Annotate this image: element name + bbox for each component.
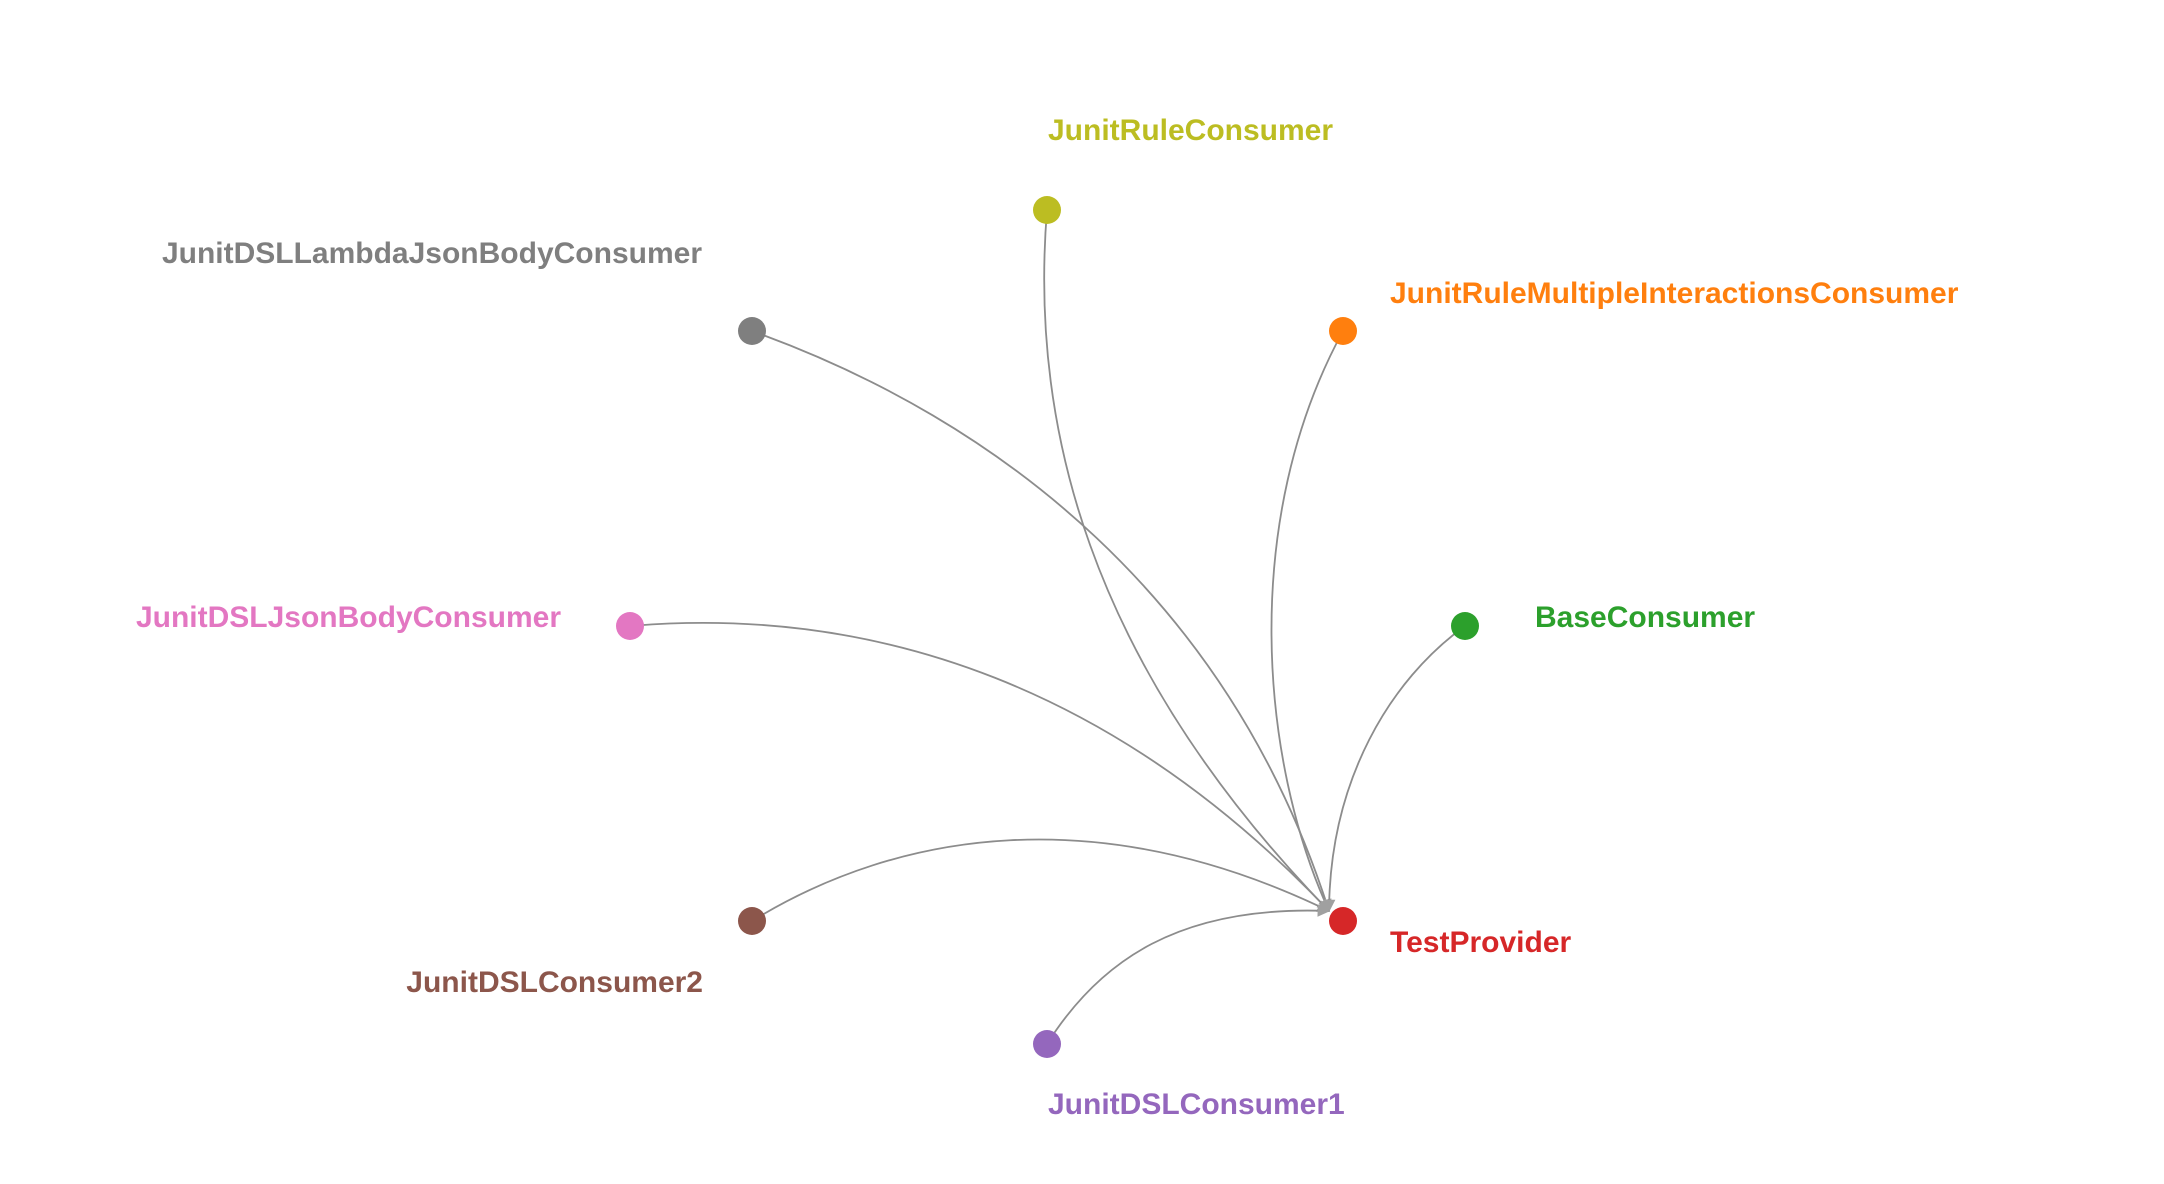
link-junitdsljsonbodyconsumer-to-testprovider [629, 622, 1330, 912]
node-junitruleconsumer[interactable] [1033, 196, 1061, 224]
node-junitdsljsonbodyconsumer[interactable] [616, 612, 644, 640]
node-label-junitdslconsumer2: JunitDSLConsumer2 [406, 966, 703, 999]
node-junitdslconsumer2[interactable] [738, 907, 766, 935]
node-label-junitdsljsonbodyconsumer: JunitDSLJsonBodyConsumer [136, 601, 561, 634]
nodes-layer [616, 196, 1479, 1058]
node-junitdsllambdajsonbodyconsumer[interactable] [738, 317, 766, 345]
node-label-junitdsllambdajsonbodyconsumer: JunitDSLLambdaJsonBodyConsumer [162, 237, 702, 270]
node-label-junitrulemultipleinteractionsconsumer: JunitRuleMultipleInteractionsConsumer [1390, 277, 1959, 310]
link-junitruleconsumer-to-testprovider [1043, 209, 1330, 912]
node-label-junitdslconsumer1: JunitDSLConsumer1 [1048, 1088, 1345, 1121]
node-junitrulemultipleinteractionsconsumer[interactable] [1329, 317, 1357, 345]
node-label-testprovider: TestProvider [1390, 926, 1571, 959]
node-junitdslconsumer1[interactable] [1033, 1030, 1061, 1058]
node-label-baseconsumer: BaseConsumer [1535, 601, 1755, 634]
link-junitdslconsumer2-to-testprovider [751, 838, 1331, 922]
link-junitdsllambdajsonbodyconsumer-to-testprovider [751, 330, 1332, 913]
node-baseconsumer[interactable] [1451, 612, 1479, 640]
labels-layer: JunitRuleConsumer JunitDSLLambdaJsonBodyC… [136, 114, 1959, 1121]
links-layer [629, 209, 1466, 1045]
link-junitrulemultipleinteractionsconsumer-to-testprovider [1270, 330, 1344, 913]
node-testprovider[interactable] [1329, 907, 1357, 935]
node-label-junitruleconsumer: JunitRuleConsumer [1048, 114, 1333, 147]
link-baseconsumer-to-testprovider [1322, 625, 1466, 913]
link-junitdslconsumer1-to-testprovider [1046, 904, 1331, 1045]
